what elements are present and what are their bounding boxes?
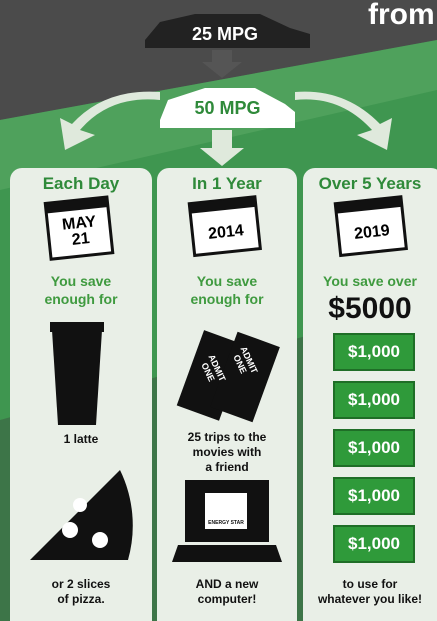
calendar-day: 21 (71, 230, 90, 249)
item-text: to use for whatever you like! (303, 577, 437, 607)
amount: $5000 (303, 292, 437, 326)
save-text: You save over (303, 272, 437, 290)
item-text: or 2 slices of pizza. (10, 577, 152, 607)
heading: Each Day (10, 174, 152, 194)
item-text: 25 trips to the movies with a friend (157, 430, 297, 475)
bill: $1,000 (333, 381, 415, 419)
save-text: You save enough for (10, 272, 152, 308)
save-text: You save enough for (157, 272, 297, 308)
bill: $1,000 (333, 429, 415, 467)
infographic: from 25 MPG 50 MPG Each Day In 1 Year Ov… (0, 0, 437, 621)
heading-text: Each Day (43, 174, 120, 193)
item-text: AND a new computer! (157, 577, 297, 607)
item-text: 1 latte (10, 432, 152, 447)
bill: $1,000 (333, 525, 415, 563)
heading-text: Over 5 Years (319, 174, 422, 193)
bill: $1,000 (333, 333, 415, 371)
bill: $1,000 (333, 477, 415, 515)
energy-label: ENERGY STAR (205, 520, 247, 526)
heading-text: In 1 Year (192, 174, 262, 193)
